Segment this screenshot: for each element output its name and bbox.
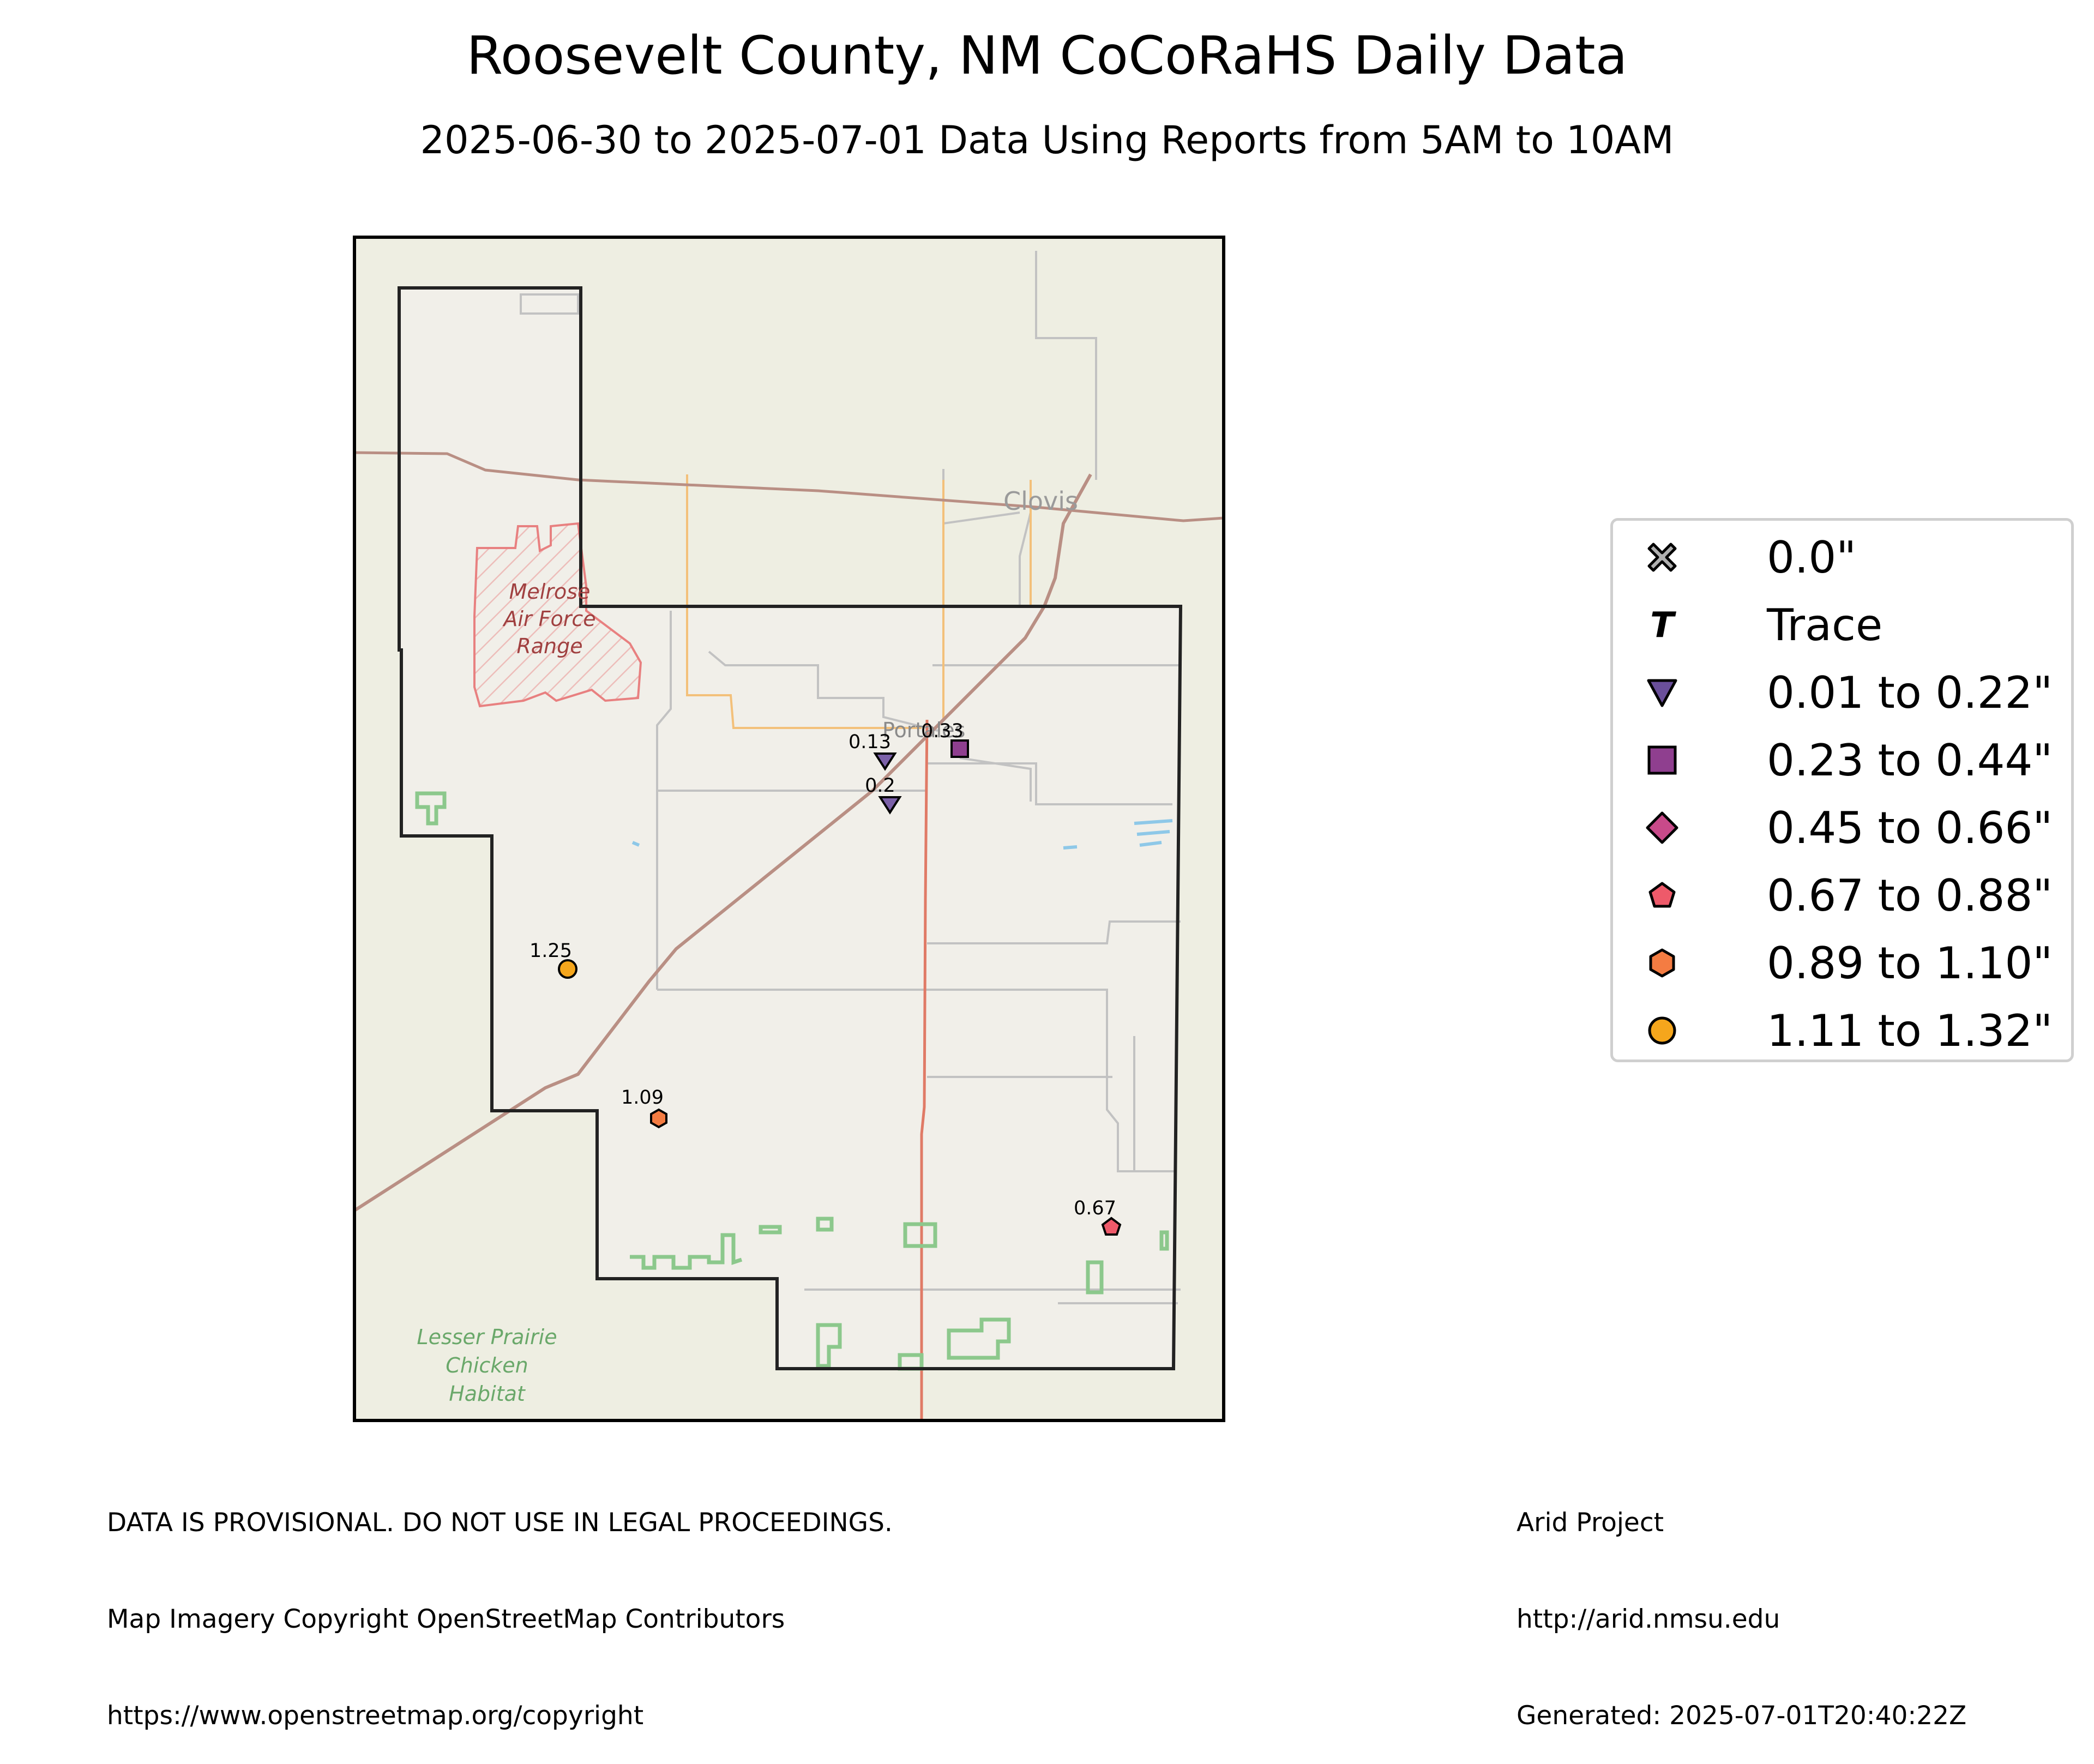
legend-item-0-89-to-1-10: 0.89 to 1.10": [1613, 926, 2077, 994]
map-frame-border: [353, 236, 1225, 1422]
legend-label-trace: Trace: [1767, 600, 1883, 651]
county-boundary: [398, 286, 1183, 1370]
hexagon-icon: [1649, 948, 1675, 978]
footer-project-url[interactable]: http://arid.nmsu.edu: [1517, 1604, 1780, 1634]
legend-item-1-11-to-1-32: 1.11 to 1.32": [1613, 994, 2077, 1062]
legend-item-trace: T Trace: [1613, 588, 2077, 656]
circle-icon: [1648, 1016, 1676, 1045]
map-panel[interactable]: Clovis Portales Melrose Air Force Range …: [0, 0, 2094, 1570]
station-markers: [558, 739, 1122, 1236]
legend-item-0-67-to-0-88: 0.67 to 0.88": [1613, 859, 2077, 926]
station-labels: 0.13 0.2 0.33 1.25 1.09 0.67: [529, 720, 1116, 1219]
station-label-1-09: 1.09: [621, 1087, 664, 1109]
label-melrose-2: Air Force: [502, 607, 595, 631]
footer-project: Arid Project: [1517, 1508, 1664, 1538]
protected-areas: [415, 791, 1169, 1371]
legend-item-0-01-to-0-22: 0.01 to 0.22": [1613, 656, 2077, 724]
label-lesser-3: Habitat: [449, 1382, 526, 1406]
label-clovis: Clovis: [1003, 486, 1078, 516]
footer-disclaimer: DATA IS PROVISIONAL. DO NOT USE IN LEGAL…: [107, 1442, 893, 1764]
square-icon: [1647, 745, 1677, 775]
county-fill: [399, 288, 1181, 1369]
label-lesser-1: Lesser Prairie: [417, 1325, 557, 1349]
chart-subtitle: 2025-06-30 to 2025-07-01 Data Using Repo…: [420, 118, 1674, 162]
station-marker-0-2[interactable]: [878, 796, 902, 815]
legend-label-0-23-to-0-44: 0.23 to 0.44": [1767, 735, 2053, 786]
railroad-diagonal: [354, 473, 1092, 1212]
legend-label-zero: 0.0": [1767, 532, 1857, 583]
diamond-icon: [1646, 811, 1678, 844]
legend-item-zero: 0.0": [1613, 521, 2077, 588]
station-label-1-25: 1.25: [529, 940, 572, 962]
label-portales: Portales: [882, 718, 965, 742]
melrose-air-force-range: [473, 522, 642, 708]
chart-title: Roosevelt County, NM CoCoRaHS Daily Data: [466, 25, 1628, 86]
footer-copyright-url[interactable]: https://www.openstreetmap.org/copyright: [107, 1701, 644, 1731]
x-icon: [1647, 543, 1677, 572]
label-lesser-2: Chicken: [446, 1353, 528, 1377]
legend-label-0-89-to-1-10: 0.89 to 1.10": [1767, 938, 2053, 989]
legend-label-0-45-to-0-66: 0.45 to 0.66": [1767, 803, 2053, 853]
station-label-0-13: 0.13: [849, 731, 891, 753]
road-us60: [354, 451, 1224, 522]
trace-t-icon: T: [1650, 609, 1676, 641]
minor-roads: [520, 251, 1181, 1304]
footer-generated: Generated: 2025-07-01T20:40:22Z: [1517, 1701, 1967, 1731]
water-features: [631, 819, 1173, 850]
station-marker-0-13[interactable]: [873, 752, 897, 771]
triangle-down-icon: [1647, 679, 1677, 707]
station-label-0-2: 0.2: [865, 775, 895, 797]
pentagon-icon: [1648, 882, 1676, 908]
legend-label-0-67-to-0-88: 0.67 to 0.88": [1767, 870, 2053, 921]
station-label-0-67: 0.67: [1074, 1197, 1116, 1219]
svg-text:T: T: [1650, 609, 1676, 641]
station-marker-0-33[interactable]: [950, 739, 969, 758]
legend-label-1-11-to-1-32: 1.11 to 1.32": [1767, 1006, 2053, 1056]
footer-copyright: Map Imagery Copyright OpenStreetMap Cont…: [107, 1604, 785, 1634]
legend-item-0-45-to-0-66: 0.45 to 0.66": [1613, 791, 2077, 859]
legend: 0.0" T Trace 0.01 to 0.22" 0.23 to 0.44"…: [1610, 518, 2074, 1062]
label-melrose-3: Range: [516, 634, 582, 658]
orange-roads: [686, 474, 1032, 729]
label-melrose-1: Melrose: [509, 580, 591, 604]
station-marker-1-09[interactable]: [650, 1108, 667, 1129]
place-labels: Clovis Portales Melrose Air Force Range …: [417, 486, 1078, 1406]
legend-label-0-01-to-0-22: 0.01 to 0.22": [1767, 667, 2053, 718]
legend-item-0-23-to-0-44: 0.23 to 0.44": [1613, 724, 2077, 791]
station-marker-0-67[interactable]: [1101, 1217, 1122, 1236]
footer-credits: Arid Project http://arid.nmsu.edu Genera…: [1517, 1442, 1966, 1764]
station-label-0-33: 0.33: [921, 720, 964, 742]
station-marker-1-25[interactable]: [558, 959, 577, 979]
footer-provisional: DATA IS PROVISIONAL. DO NOT USE IN LEGAL…: [107, 1508, 893, 1538]
highway-us70: [920, 719, 929, 1420]
